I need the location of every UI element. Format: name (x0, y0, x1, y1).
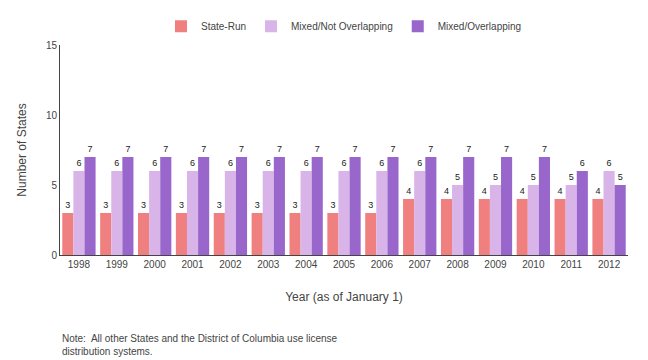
svg-text:7: 7 (504, 144, 509, 154)
svg-text:2005: 2005 (333, 259, 356, 270)
svg-text:7: 7 (353, 144, 358, 154)
svg-text:2006: 2006 (371, 259, 394, 270)
svg-text:1999: 1999 (106, 259, 129, 270)
svg-text:2003: 2003 (257, 259, 280, 270)
svg-text:Mixed/Not Overlapping: Mixed/Not Overlapping (291, 21, 393, 32)
svg-text:1998: 1998 (68, 259, 91, 270)
svg-text:2008: 2008 (446, 259, 469, 270)
svg-text:Mixed/Overlapping: Mixed/Overlapping (438, 21, 521, 32)
svg-text:2011: 2011 (560, 259, 582, 270)
svg-text:6: 6 (417, 158, 422, 168)
svg-text:6: 6 (304, 158, 309, 168)
svg-text:7: 7 (315, 144, 320, 154)
svg-text:Number of States: Number of States (15, 103, 29, 196)
svg-text:4: 4 (558, 186, 563, 196)
svg-text:Year (as of January 1): Year (as of January 1) (285, 290, 403, 304)
svg-text:6: 6 (607, 158, 612, 168)
svg-text:7: 7 (125, 144, 130, 154)
svg-text:2000: 2000 (144, 259, 167, 270)
svg-text:7: 7 (390, 144, 395, 154)
svg-text:4: 4 (406, 186, 411, 196)
svg-text:State-Run: State-Run (201, 21, 246, 32)
svg-text:3: 3 (217, 200, 222, 210)
svg-text:6: 6 (76, 158, 81, 168)
svg-text:3: 3 (141, 200, 146, 210)
svg-text:3: 3 (65, 200, 70, 210)
svg-text:5: 5 (455, 172, 460, 182)
svg-text:2010: 2010 (522, 259, 545, 270)
svg-text:10: 10 (46, 110, 58, 121)
svg-text:4: 4 (444, 186, 449, 196)
svg-text:15: 15 (46, 40, 58, 51)
svg-text:5: 5 (493, 172, 498, 182)
svg-text:6: 6 (190, 158, 195, 168)
svg-text:7: 7 (201, 144, 206, 154)
svg-text:3: 3 (330, 200, 335, 210)
svg-text:5: 5 (569, 172, 574, 182)
svg-text:7: 7 (163, 144, 168, 154)
svg-text:6: 6 (114, 158, 119, 168)
svg-text:7: 7 (239, 144, 244, 154)
svg-text:3: 3 (255, 200, 260, 210)
svg-text:3: 3 (103, 200, 108, 210)
svg-text:7: 7 (542, 144, 547, 154)
svg-text:0: 0 (51, 250, 57, 261)
svg-text:6: 6 (379, 158, 384, 168)
svg-text:4: 4 (595, 186, 600, 196)
svg-text:5: 5 (51, 180, 57, 191)
svg-text:7: 7 (428, 144, 433, 154)
svg-text:6: 6 (580, 158, 585, 168)
svg-text:Note: All other States and th: Note: All other States and the District … (62, 333, 338, 357)
svg-text:3: 3 (293, 200, 298, 210)
svg-text:5: 5 (618, 172, 623, 182)
svg-text:6: 6 (341, 158, 346, 168)
svg-text:2004: 2004 (295, 259, 318, 270)
svg-text:3: 3 (368, 200, 373, 210)
svg-text:5: 5 (531, 172, 536, 182)
svg-text:7: 7 (466, 144, 471, 154)
svg-text:6: 6 (228, 158, 233, 168)
svg-text:4: 4 (482, 186, 487, 196)
svg-text:2002: 2002 (219, 259, 242, 270)
svg-text:2009: 2009 (484, 259, 507, 270)
svg-text:4: 4 (520, 186, 525, 196)
svg-text:7: 7 (88, 144, 93, 154)
svg-text:3: 3 (179, 200, 184, 210)
svg-text:6: 6 (152, 158, 157, 168)
svg-text:2007: 2007 (409, 259, 432, 270)
svg-text:2012: 2012 (598, 259, 621, 270)
svg-text:6: 6 (266, 158, 271, 168)
svg-text:7: 7 (277, 144, 282, 154)
svg-text:2001: 2001 (181, 259, 204, 270)
